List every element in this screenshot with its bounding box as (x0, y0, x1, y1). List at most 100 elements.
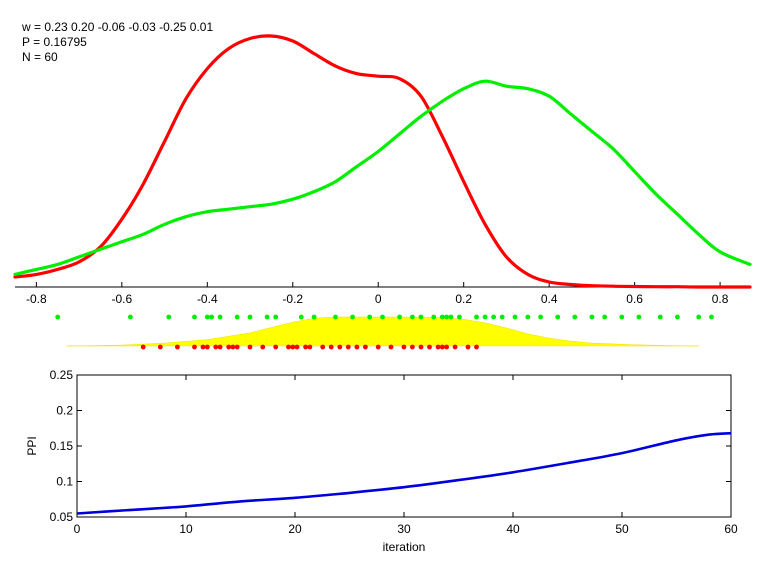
green-sample-point (572, 314, 578, 320)
green-sample-point (602, 314, 608, 320)
green-sample-point (247, 314, 253, 320)
green-sample-point (482, 314, 488, 320)
red-sample-point (337, 344, 343, 350)
green-sample-point (474, 314, 479, 320)
red-sample-point (226, 344, 232, 350)
green-sample-point (127, 314, 133, 320)
red-sample-point (273, 344, 279, 350)
ppi-x-tick-label: 40 (506, 522, 520, 536)
green-sample-point (457, 314, 462, 320)
red-sample-point (204, 344, 210, 350)
density-x-tick-label: -0.8 (26, 292, 47, 306)
ppi-y-tick-label: 0.05 (50, 510, 74, 524)
green-sample-point (619, 314, 625, 320)
red-sample-point (192, 344, 197, 350)
red-sample-point (444, 344, 449, 350)
n-count-text: N = 60 (22, 50, 58, 64)
green-sample-point (298, 314, 304, 320)
green-sample-point (410, 314, 415, 320)
green-sample-point (589, 314, 595, 320)
green-sample-point (234, 314, 240, 320)
red-sample-point (286, 344, 291, 350)
density-x-tick-label: 0.4 (541, 292, 558, 306)
green-sample-point (380, 314, 385, 320)
green-sample-point (525, 314, 531, 320)
red-sample-point (354, 344, 360, 350)
red-sample-point (303, 344, 308, 350)
red-sample-point (435, 344, 441, 350)
green-sample-point (311, 314, 317, 320)
green-sample-point (709, 314, 714, 320)
red-sample-point (375, 344, 381, 350)
red-sample-point (200, 344, 206, 350)
red-sample-point (439, 344, 445, 350)
green-sample-point (166, 314, 172, 320)
red-sample-point (465, 344, 471, 350)
red-sample-point (247, 344, 253, 350)
green-sample-point (636, 314, 642, 320)
red-sample-point (157, 344, 163, 350)
green-sample-point (555, 314, 561, 320)
red-sample-point (213, 344, 219, 350)
red-sample-point (418, 344, 424, 350)
red-sample-point (363, 344, 368, 350)
samples-chart (55, 314, 714, 350)
ppi-y-tick-label: 0.25 (50, 368, 74, 382)
green-sample-point (217, 314, 223, 320)
red-sample-point (140, 344, 146, 350)
green-sample-point (273, 314, 279, 320)
yellow-density-area (66, 316, 699, 347)
red-sample-point (260, 344, 266, 350)
red-sample-point (175, 344, 180, 350)
red-sample-point (320, 344, 326, 350)
ppi-x-tick-label: 60 (724, 522, 738, 536)
density-green-curve (13, 79, 752, 276)
red-sample-point (474, 344, 479, 350)
ppi-x-tick-label: 50 (615, 522, 629, 536)
density-x-tick-label: 0 (375, 292, 382, 306)
green-sample-point (444, 314, 449, 320)
green-sample-point (431, 314, 437, 320)
density-x-tick-label: 0.8 (712, 292, 729, 306)
density-red-curve (13, 34, 752, 289)
ppi-y-tick-label: 0.15 (50, 439, 74, 453)
p-value-text: P = 0.16795 (22, 35, 87, 49)
red-sample-point (401, 344, 407, 350)
green-sample-point (367, 314, 373, 320)
green-sample-point (675, 314, 680, 320)
green-sample-point (264, 314, 270, 320)
green-sample-point (350, 314, 355, 320)
density-chart: -0.8 -0.6 -0.4 -0.2 0 0.2 0.4 0.6 0.8 (13, 34, 752, 306)
ppi-y-tick-label: 0.2 (56, 404, 73, 418)
green-sample-point (204, 314, 210, 320)
ppi-x-tick-label: 20 (288, 522, 302, 536)
green-sample-point (448, 314, 454, 320)
red-sample-point (234, 344, 240, 350)
green-sample-point (491, 314, 496, 320)
green-sample-point (209, 314, 215, 320)
red-sample-point (452, 344, 458, 350)
green-sample-point (418, 314, 424, 320)
ppi-y-tick-label: 0.1 (56, 475, 73, 489)
weights-text: w = 0.23 0.20 -0.06 -0.03 -0.25 0.01 (21, 20, 213, 34)
green-sample-point (696, 314, 702, 320)
red-sample-point (230, 344, 236, 350)
green-sample-point (499, 314, 505, 320)
density-x-tick-label: -0.4 (197, 292, 218, 306)
red-sample-point (388, 344, 394, 350)
density-x-tick-label: -0.2 (282, 292, 303, 306)
ppi-y-axis-label: PPI (25, 436, 39, 455)
density-x-tick-label: -0.6 (111, 292, 132, 306)
red-sample-point (427, 344, 432, 350)
green-sample-point (192, 314, 197, 320)
ppi-plot-frame (76, 374, 732, 518)
green-sample-point (55, 314, 61, 320)
red-sample-point (217, 344, 223, 350)
green-sample-point (333, 314, 338, 320)
density-x-tick-label: 0.2 (455, 292, 472, 306)
green-sample-point (439, 314, 445, 320)
red-sample-point (410, 344, 415, 350)
green-sample-point (657, 314, 663, 320)
red-sample-point (290, 344, 296, 350)
